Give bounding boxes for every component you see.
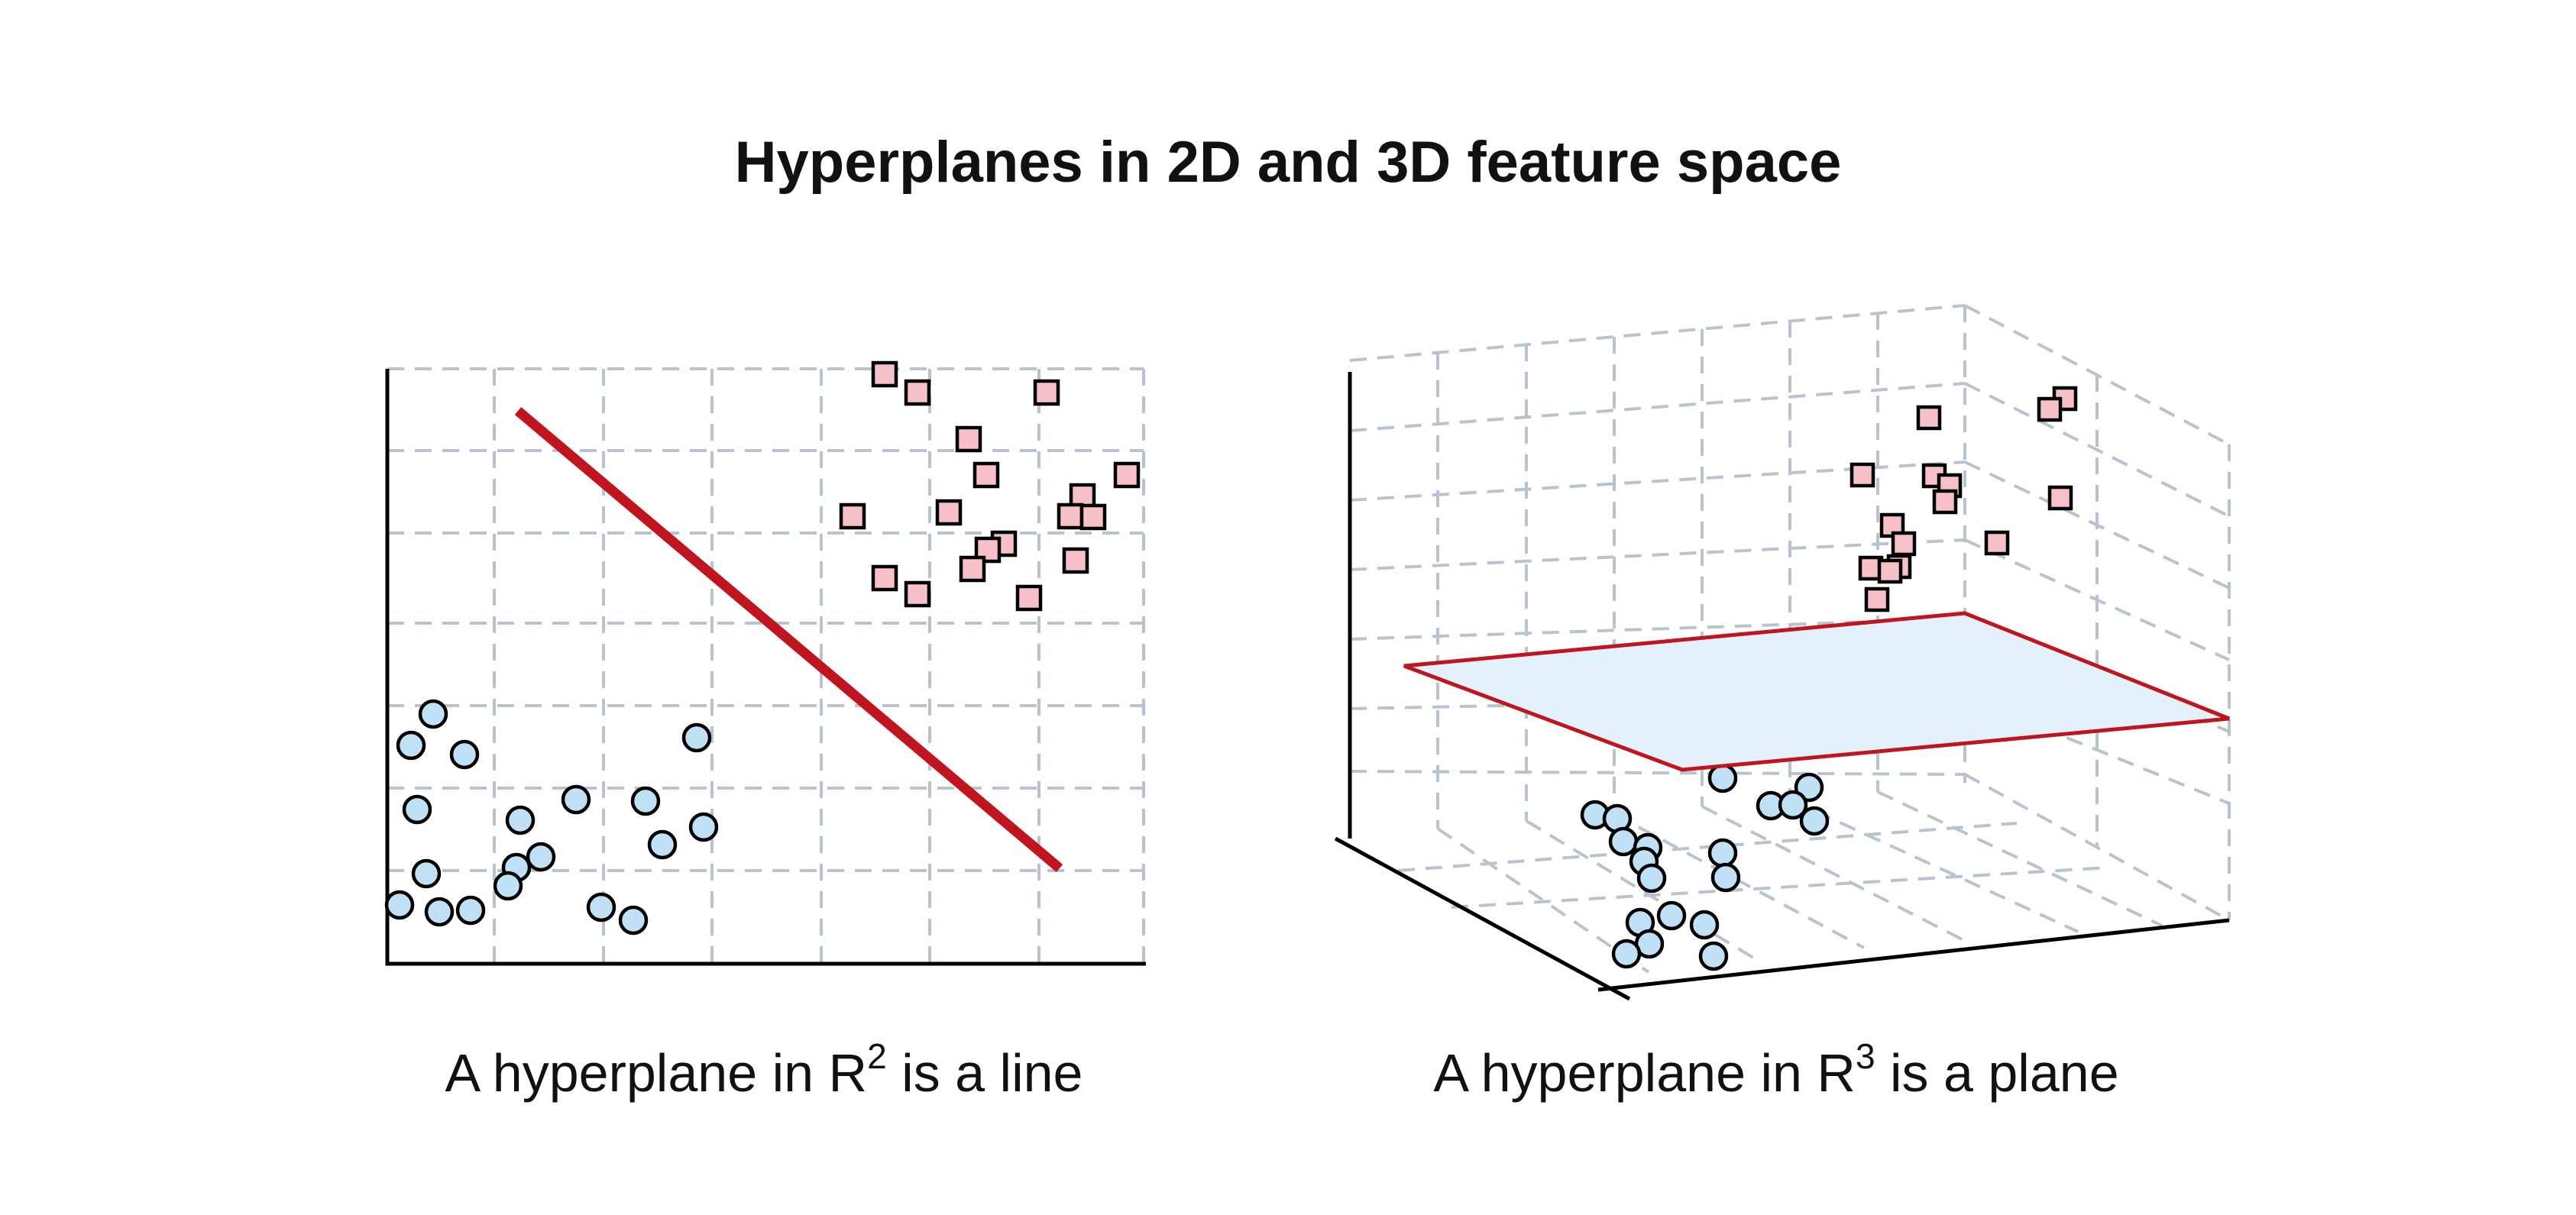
- caption-3d-superscript: 3: [1855, 1036, 1875, 1076]
- class-a-point: [1778, 790, 1808, 820]
- class-a-point: [418, 699, 448, 729]
- class-b-point: [1849, 462, 1875, 488]
- class-b-point: [1057, 502, 1084, 530]
- class-b-point: [2037, 396, 2063, 422]
- class-b-point: [1877, 558, 1903, 584]
- class-a-point: [505, 805, 536, 835]
- caption-2d-suffix: is a line: [886, 1043, 1083, 1103]
- class-b-point: [871, 360, 898, 388]
- class-a-point: [1710, 862, 1741, 893]
- class-a-point: [526, 842, 556, 872]
- class-b-point: [1113, 461, 1141, 489]
- class-a-point: [396, 730, 426, 761]
- caption-3d: A hyperplane in R3 is a plane: [1375, 1039, 2177, 1103]
- class-a-point: [402, 794, 432, 825]
- caption-2d-prefix: A hyperplane in R: [445, 1043, 868, 1103]
- class-b-point: [955, 425, 982, 453]
- class-a-point: [1689, 910, 1720, 940]
- class-a-points-3d: [1580, 732, 1830, 971]
- class-a-point: [647, 829, 678, 860]
- class-a-point: [1636, 863, 1667, 893]
- caption-3d-prefix: A hyperplane in R: [1433, 1043, 1856, 1103]
- panel-3d: [1334, 304, 2231, 1001]
- class-b-point: [935, 499, 963, 526]
- class-b-point: [1932, 489, 1958, 515]
- axes-2d: [385, 369, 1146, 966]
- caption-3d-suffix: is a plane: [1875, 1043, 2119, 1103]
- class-a-point: [449, 739, 480, 770]
- hyperplane-plane: [1403, 611, 2230, 772]
- class-b-point: [1984, 530, 2010, 556]
- class-b-point: [1891, 531, 1917, 557]
- class-a-point: [1707, 763, 1738, 793]
- class-a-point: [618, 905, 649, 935]
- class-a-point: [1799, 806, 1830, 836]
- class-b-point: [2047, 485, 2073, 511]
- class-a-point: [561, 784, 591, 815]
- panel-2d: [384, 360, 1146, 966]
- class-b-point: [1033, 379, 1060, 406]
- class-a-point: [586, 892, 616, 923]
- class-a-point: [1608, 826, 1639, 857]
- class-b-point: [959, 555, 986, 583]
- class-a-points-2d: [384, 699, 719, 935]
- class-a-point: [630, 786, 661, 816]
- class-b-points-3d: [1849, 386, 2078, 612]
- class-b-point: [904, 580, 931, 608]
- class-a-point: [688, 812, 719, 842]
- class-a-point: [411, 858, 442, 889]
- class-a-point: [493, 871, 523, 901]
- class-a-point: [1656, 900, 1687, 931]
- class-a-point: [424, 897, 455, 927]
- class-a-point: [384, 890, 415, 920]
- class-a-point: [1611, 939, 1642, 969]
- class-b-point: [1079, 503, 1107, 531]
- class-a-point: [1698, 941, 1729, 971]
- class-a-point: [1707, 838, 1738, 868]
- figure-title: Hyperplanes in 2D and 3D feature space: [734, 130, 1842, 195]
- class-b-point: [1916, 405, 1942, 431]
- class-b-point: [972, 461, 1000, 489]
- axes-3d: [1334, 372, 2230, 1001]
- class-a-point: [455, 895, 486, 926]
- hyperplane-line: [514, 407, 1063, 872]
- class-b-point: [871, 564, 898, 592]
- class-b-point: [1015, 584, 1043, 612]
- class-b-points-2d: [839, 360, 1141, 612]
- class-b-point: [1864, 586, 1890, 612]
- class-b-point: [1062, 547, 1089, 574]
- caption-2d-superscript: 2: [867, 1036, 887, 1076]
- class-a-point: [681, 722, 712, 753]
- caption-2d: A hyperplane in R2 is a line: [382, 1039, 1146, 1103]
- class-b-point: [839, 502, 866, 530]
- class-b-point: [904, 379, 931, 406]
